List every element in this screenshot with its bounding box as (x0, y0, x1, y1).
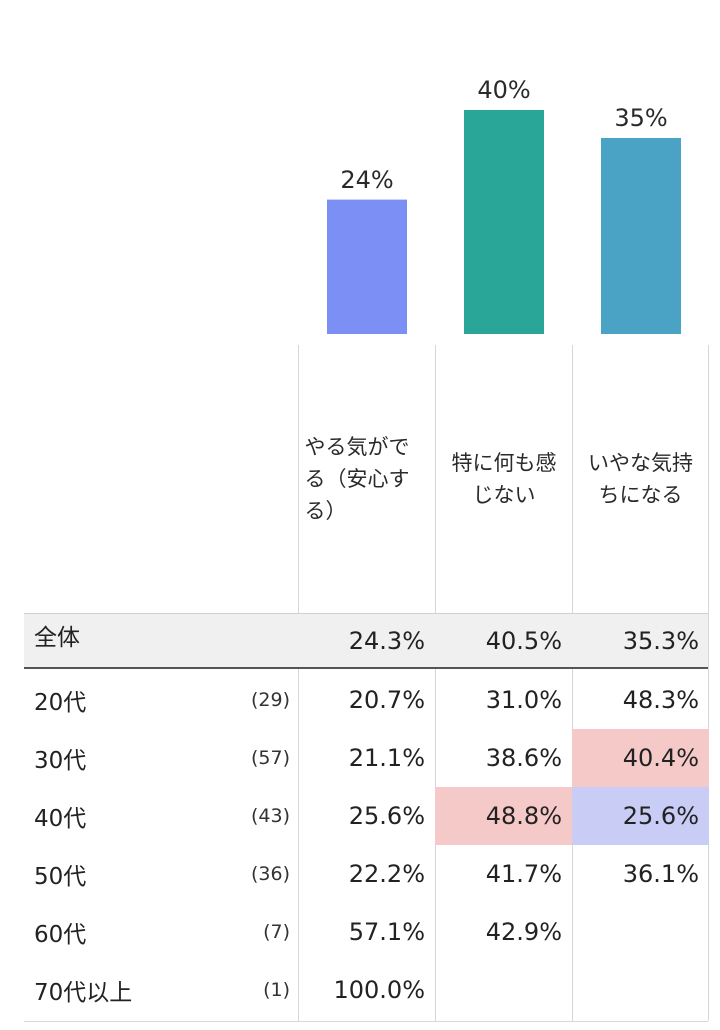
bar-chart (327, 110, 681, 334)
table-cell: 21.1% (348, 744, 425, 772)
bar (327, 199, 407, 334)
row-label: 40代 (34, 806, 87, 832)
total-cell: 24.3% (348, 626, 425, 655)
table-cell: 22.2% (348, 860, 425, 888)
table-cell: 100.0% (333, 976, 425, 1004)
column-header-label: 特に何も感じない (451, 451, 557, 507)
table-cell: 36.1% (622, 860, 699, 888)
column-divider (298, 345, 299, 1021)
row-sample-size: (57) (250, 747, 290, 769)
table-cell: 20.7% (348, 686, 425, 714)
table-row: 50代 (36) 22.2% 41.7% 36.1% (24, 845, 708, 903)
table-cell: 48.8% (435, 787, 572, 845)
table-cell (435, 961, 572, 1019)
row-sample-size: (7) (263, 921, 290, 943)
bar (601, 138, 681, 334)
total-cell: 35.3% (622, 626, 699, 655)
bar-value-labels: 24% 40% 35% (0, 0, 720, 340)
table-cell: 31.0% (485, 686, 562, 714)
bar-value-label: 35% (614, 104, 668, 132)
row-sample-size: (29) (250, 689, 290, 711)
table-row: 70代以上 (1) 100.0% (24, 961, 708, 1019)
table-cell: 25.6% (348, 802, 425, 830)
table-cell: 25.6% (572, 787, 709, 845)
table-row: 20代 (29) 20.7% 31.0% 48.3% (24, 671, 708, 729)
column-header-nothing: 特に何も感じない (436, 345, 572, 613)
table-bottom-border (24, 1021, 708, 1022)
row-label: 30代 (34, 748, 87, 774)
column-divider (572, 345, 573, 1021)
row-label: 50代 (34, 864, 87, 890)
table-cell: 42.9% (485, 918, 562, 946)
column-header-unpleasant: いやな気持ちになる (573, 345, 708, 613)
total-row: 全体 24.3% 40.5% 35.3% (24, 613, 708, 669)
row-label: 70代以上 (34, 980, 133, 1006)
row-label: 20代 (34, 690, 87, 716)
column-divider (435, 345, 436, 1021)
bar-value-label: 24% (340, 165, 394, 194)
bar-value-label: 40% (477, 76, 531, 104)
column-header-label: やる気がでる（安心する） (304, 435, 410, 523)
row-sample-size: (36) (250, 863, 290, 885)
total-cell: 40.5% (485, 626, 562, 655)
table-cell (572, 903, 709, 961)
table-cell: 41.7% (485, 860, 562, 888)
table-row: 60代 (7) 57.1% 42.9% (24, 903, 708, 961)
column-divider (708, 345, 709, 1021)
bar (464, 110, 544, 334)
row-sample-size: (1) (263, 979, 290, 1001)
table-cell (572, 961, 709, 1019)
row-sample-size: (43) (250, 805, 290, 827)
table-cell: 48.3% (622, 686, 699, 714)
row-label: 全体 (34, 624, 80, 651)
table-row: 30代 (57) 21.1% 38.6% 40.4% (24, 729, 709, 787)
column-header-label: いやな気持ちになる (588, 451, 693, 507)
table-cell: 57.1% (348, 918, 425, 946)
table-cell: 40.4% (572, 729, 709, 787)
table-row: 40代 (43) 25.6% 48.8% 25.6% (24, 787, 709, 845)
table-cell: 38.6% (485, 744, 562, 772)
row-label: 60代 (34, 922, 87, 948)
column-header-motivated: やる気がでる（安心する） (299, 345, 435, 613)
